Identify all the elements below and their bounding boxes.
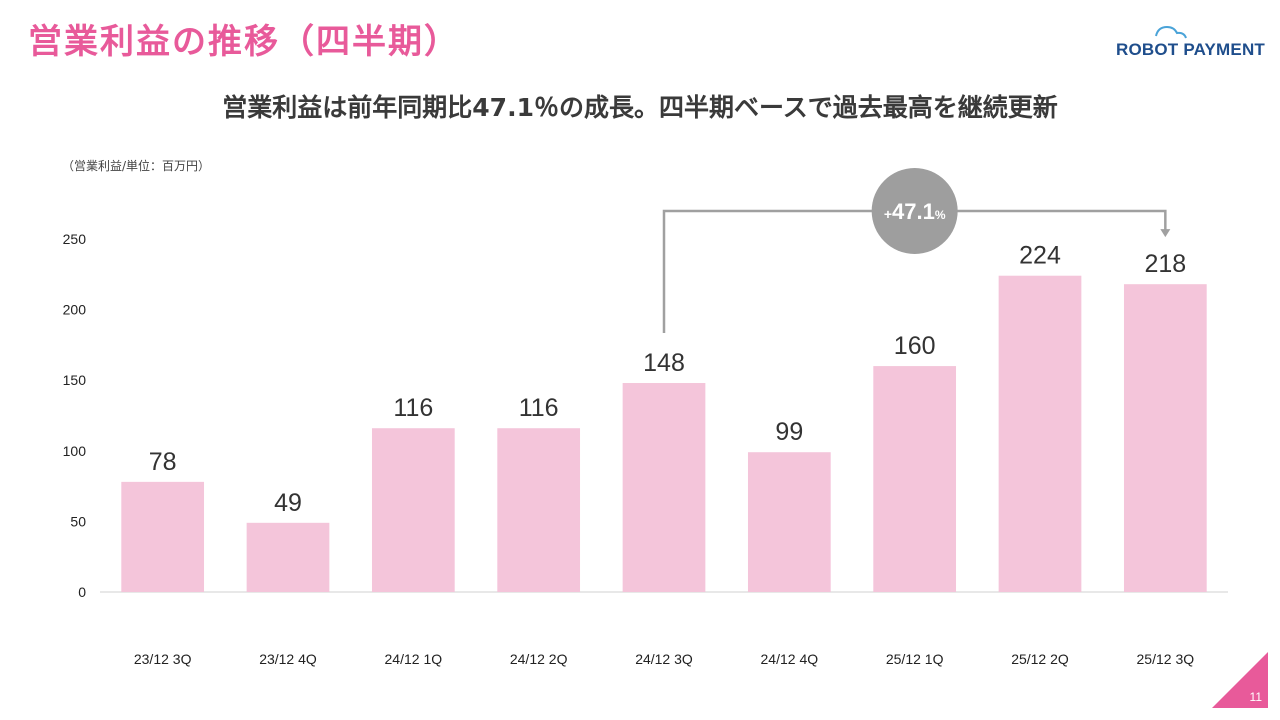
x-tick-label: 25/12 2Q [1011,651,1069,667]
growth-badge-text: +47.1% [884,199,946,224]
bar-series [121,275,1207,592]
company-logo: ROBOT PAYMENT [1112,22,1265,62]
y-tick-label: 0 [78,584,86,600]
y-axis: 0 50 100 150 200 250 [63,231,87,600]
x-tick-label: 25/12 3Q [1137,651,1195,667]
x-tick-label: 24/12 4Q [761,651,819,667]
cloud-icon [1155,25,1187,39]
bar [873,366,957,592]
chart-subtitle: 営業利益は前年同期比47.1％の成長。四半期ベースで過去最高を継続更新 [222,93,1058,122]
logo-text-payment: PAYMENT [1183,40,1266,59]
unit-label: （営業利益/単位：百万円） [62,159,211,173]
growth-annotation: +47.1% [662,168,1171,334]
y-tick-label: 150 [63,372,87,388]
bar [622,383,706,592]
bar [371,428,455,592]
x-tick-label: 25/12 1Q [886,651,944,667]
growth-prefix: + [884,206,892,222]
y-tick-label: 200 [63,302,87,318]
y-tick-label: 250 [63,231,87,247]
growth-arrowhead [1160,229,1171,238]
growth-value: 47.1 [892,199,935,224]
data-label: 218 [1144,250,1186,278]
x-tick-label: 23/12 3Q [134,651,192,667]
data-label: 116 [393,394,433,422]
bar [1123,284,1207,592]
bar [747,452,831,592]
data-label: 148 [643,349,685,377]
logo-wordmark: ROBOT PAYMENT [1116,40,1265,60]
y-tick-label: 50 [70,513,86,529]
page-title: 営業利益の推移（四半期） [28,22,460,62]
bar [246,522,330,592]
data-label: 49 [274,489,302,517]
growth-suffix: % [935,208,946,222]
data-label: 224 [1019,242,1061,270]
x-tick-label: 24/12 3Q [635,651,693,667]
data-label: 99 [775,418,803,446]
category-labels: 23/12 3Q 23/12 4Q 24/12 1Q 24/12 2Q 24/12 3Q… [134,651,1194,667]
page-corner-tab [1212,652,1268,708]
growth-badge [871,168,958,254]
bar [497,428,581,592]
value-labels: 78 49 116 116 148 99 160 224 218 [149,242,1186,517]
bar [121,481,205,592]
y-tick-label: 100 [63,443,87,459]
x-tick-label: 24/12 2Q [510,651,568,667]
x-tick-label: 23/12 4Q [259,651,317,667]
data-label: 116 [519,394,559,422]
data-label: 78 [149,448,177,476]
logo-text-robot: ROBOT [1116,40,1179,59]
bar [998,275,1082,592]
x-tick-label: 24/12 1Q [385,651,443,667]
page-number: 11 [1249,690,1262,704]
data-label: 160 [894,332,936,360]
